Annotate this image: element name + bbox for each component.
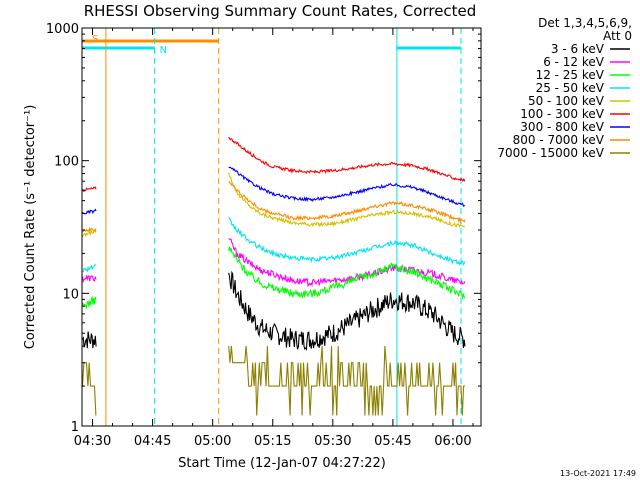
y-tick-label: 100 [54,155,79,170]
x-tick-label: 05:00 [194,434,231,449]
data-series [81,136,466,416]
legend-header-detectors: Det 1,3,4,5,6,9, [538,16,632,30]
legend-label: 3 - 6 keV [551,42,605,56]
legend-label: 25 - 50 keV [536,81,605,95]
y-axis-label: Corrected Count Rate (s⁻¹ detector⁻¹) [23,105,38,350]
y-tick-label: 1000 [46,22,79,37]
chart-title: RHESSI Observing Summary Count Rates, Co… [84,2,477,20]
x-tick-label: 05:45 [374,434,411,449]
flag-label: N [160,45,167,56]
x-axis-ticks: 04:30 04:45 05:00 05:15 05:30 05:45 06:00 [74,28,474,449]
x-tick-label: 05:30 [314,434,351,449]
flag-bars: SN [82,34,461,56]
series-line [81,295,97,310]
series-line [228,172,466,229]
x-axis-label: Start Time (12-Jan-07 04:27:22) [178,456,386,471]
x-tick-label: 05:15 [254,434,291,449]
series-line [82,331,97,349]
x-tick-label: 04:30 [74,434,111,449]
flag-label: S [92,34,98,45]
series-line [228,246,466,300]
legend-header-attenuator: Att 0 [603,29,632,43]
x-tick-label: 04:45 [134,434,171,449]
y-axis-ticks: 1 10 100 1000 [46,22,481,435]
plot-timestamp: 13-Oct-2021 17:49 [560,469,636,478]
legend-label: 7000 - 15000 keV [497,146,604,160]
x-tick-label: 06:00 [434,434,471,449]
legend-label: 100 - 300 keV [520,107,604,121]
legend-label: 6 - 12 keV [543,55,605,69]
y-tick-label: 1 [71,420,79,435]
vertical-markers [105,28,462,426]
series-line [82,228,97,237]
series-line [228,270,466,352]
y-tick-label: 10 [62,287,79,302]
series-line [228,346,465,416]
legend-label: 300 - 800 keV [520,120,604,134]
series-line [228,217,466,266]
series-line [81,274,97,284]
plot-frame [81,27,482,427]
legend-label: 50 - 100 keV [528,94,605,108]
series-line [82,264,97,273]
series-line [82,186,97,192]
series-line [228,136,466,182]
legend-label: 12 - 25 keV [536,68,605,82]
series-line [228,166,466,207]
series-line [228,181,466,224]
legend-label: 800 - 7000 keV [513,133,605,147]
